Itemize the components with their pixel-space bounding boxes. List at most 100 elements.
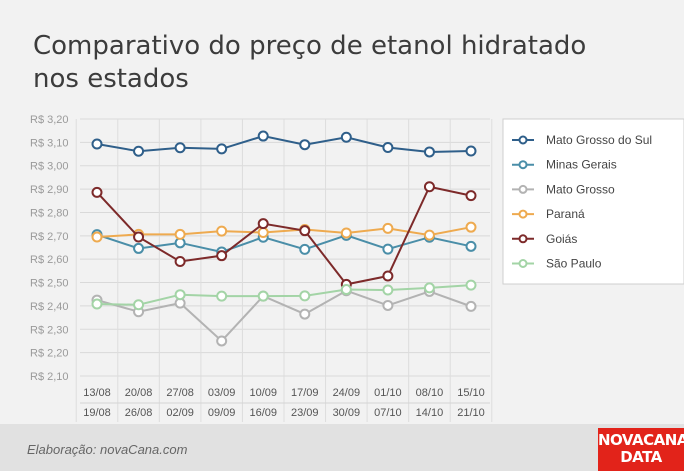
data-point-mato-grosso-do-sul	[133, 145, 145, 157]
x-tick-label-top: 24/09	[333, 387, 361, 399]
x-tick-label-top: 03/09	[208, 387, 236, 399]
data-point-mato-grosso-do-sul	[299, 139, 311, 151]
x-tick-label-bottom: 19/08	[83, 407, 111, 419]
legend-swatch-point	[518, 259, 528, 268]
data-point-sao-paulo	[257, 290, 269, 302]
x-tick-label-top: 08/10	[416, 387, 444, 399]
data-point-goias	[133, 231, 145, 243]
y-tick-label: R$ 2,50	[30, 278, 69, 290]
x-tick-label-bottom: 30/09	[333, 407, 361, 419]
x-tick-label-top: 27/08	[166, 387, 194, 399]
chart-title: Comparativo do preço de etanol hidratado…	[33, 31, 587, 94]
y-tick-label: R$ 2,80	[30, 207, 69, 219]
legend-entry: Goiás	[546, 232, 577, 246]
y-tick-label: R$ 2,30	[30, 324, 69, 336]
data-point-parana	[257, 227, 269, 239]
y-tick-label: R$ 2,90	[30, 184, 69, 196]
legend-swatch-point	[518, 160, 528, 170]
data-point-goias	[382, 270, 394, 282]
data-point-mato-grosso-do-sul	[465, 145, 477, 157]
data-point-sao-paulo	[174, 289, 186, 301]
x-tick-label-top: 20/08	[125, 387, 153, 399]
data-point-sao-paulo	[340, 284, 352, 296]
x-tick-label-bottom: 23/09	[291, 407, 319, 419]
legend-entry: Mato Grosso	[546, 182, 615, 196]
y-tick-label: R$ 3,20	[30, 114, 69, 126]
x-tick-label-bottom: 21/10	[457, 407, 485, 419]
x-tick-label-top: 17/09	[291, 387, 319, 399]
legend-entry: Mato Grosso do Sul	[546, 133, 652, 147]
data-point-mato-grosso-do-sul	[216, 143, 228, 155]
data-point-mato-grosso-do-sul	[174, 142, 186, 154]
data-point-goias	[91, 186, 103, 198]
data-point-mato-grosso	[465, 300, 477, 312]
legend-entry: Paraná	[546, 207, 585, 221]
data-point-mato-grosso	[299, 308, 311, 320]
data-point-sao-paulo	[465, 279, 477, 291]
y-tick-label: R$ 2,40	[30, 301, 69, 313]
legend-entry: Minas Gerais	[546, 158, 617, 172]
data-point-mato-grosso-do-sul	[257, 130, 269, 142]
logo-line-1: NOVACANA	[598, 431, 684, 449]
line-chart: R$ 3,20 R$ 3,10 R$ 3,00 R$ 2,90 R$ 2,80 R$ 2,…	[30, 114, 684, 422]
data-point-minas-gerais	[133, 242, 145, 254]
x-tick-label-bottom: 26/08	[125, 407, 153, 419]
x-tick-label-top: 13/08	[83, 387, 111, 399]
legend-entry: São Paulo	[546, 257, 602, 271]
series-line-mato-grosso	[96, 289, 472, 343]
data-point-sao-paulo	[216, 290, 228, 302]
x-tick-label-bottom: 16/09	[249, 407, 277, 419]
y-tick-label: R$ 2,20	[30, 348, 69, 360]
x-tick-label-top: 01/10	[374, 387, 402, 399]
data-point-mato-grosso-do-sul	[382, 142, 394, 154]
data-point-mato-grosso-do-sul	[340, 131, 352, 143]
y-tick-label: R$ 2,70	[30, 231, 69, 243]
data-point-goias	[174, 256, 186, 268]
data-point-goias	[465, 190, 477, 202]
data-point-parana	[340, 227, 352, 239]
data-point-sao-paulo	[91, 298, 103, 310]
legend-swatch-point	[518, 234, 528, 244]
x-tick-label-bottom: 07/10	[374, 407, 402, 419]
data-point-parana	[382, 222, 394, 234]
data-point-goias	[423, 181, 435, 193]
x-tick-label-bottom: 02/09	[166, 407, 194, 419]
x-tick-label-bottom: 14/10	[416, 407, 444, 419]
legend-box	[502, 118, 684, 285]
logo-line-2: DATA	[620, 448, 662, 466]
data-point-parana	[91, 231, 103, 243]
legend-swatch-point	[518, 209, 528, 219]
data-point-minas-gerais	[299, 243, 311, 255]
data-point-mato-grosso-do-sul	[423, 146, 435, 158]
y-tick-label: R$ 3,00	[30, 161, 69, 173]
novacana-data-logo: NOVACANA DATA	[598, 428, 684, 471]
data-point-parana	[465, 221, 477, 233]
data-point-mato-grosso-do-sul	[91, 138, 103, 150]
data-point-parana	[216, 225, 228, 237]
y-tick-label: R$ 2,60	[30, 254, 69, 266]
series-line-minas-gerais	[96, 233, 472, 253]
data-point-goias	[216, 250, 228, 262]
data-point-sao-paulo	[299, 290, 311, 302]
legend-swatch-point	[518, 135, 528, 145]
series-line-mato-grosso-do-sul	[96, 135, 472, 153]
y-tick-label: R$ 2,10	[30, 371, 69, 383]
data-point-parana	[174, 228, 186, 240]
x-tick-label-bottom: 09/09	[208, 407, 236, 419]
data-point-minas-gerais	[465, 240, 477, 252]
legend-swatch-point	[518, 184, 528, 194]
data-point-goias	[299, 225, 311, 237]
series-line-sao-paulo	[96, 284, 472, 306]
credit-text: Elaboração: novaCana.com	[27, 442, 188, 457]
x-tick-label-top: 15/10	[457, 387, 485, 399]
data-point-goias	[257, 218, 269, 230]
data-point-parana	[423, 229, 435, 241]
data-point-minas-gerais	[382, 243, 394, 255]
data-point-sao-paulo	[133, 299, 145, 311]
data-point-sao-paulo	[382, 284, 394, 296]
data-point-mato-grosso	[216, 335, 228, 347]
x-tick-label-top: 10/09	[249, 387, 277, 399]
y-tick-label: R$ 3,10	[30, 137, 69, 149]
data-point-sao-paulo	[423, 282, 435, 294]
